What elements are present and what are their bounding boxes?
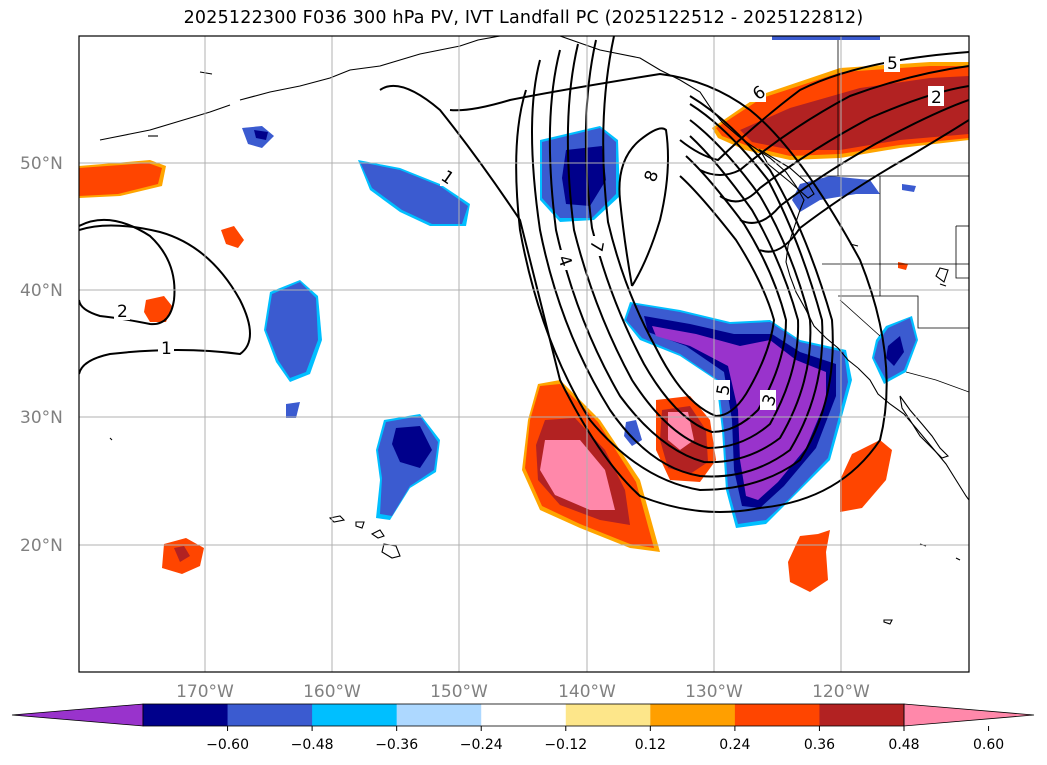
lat-label: 40°N (20, 281, 63, 301)
colorbar-bin (481, 704, 567, 726)
colorbar-tick-label: −0.24 (460, 737, 503, 753)
colorbar-bin (396, 704, 482, 726)
lon-label: 120°W (812, 682, 870, 702)
lon-label: 160°W (303, 682, 361, 702)
lon-label: 140°W (558, 682, 616, 702)
colorbar-tick-label: 0.60 (973, 737, 1004, 753)
lat-label: 20°N (20, 536, 63, 556)
contour-label: 5 (713, 383, 735, 397)
colorbar-extend-high (903, 703, 1035, 727)
colorbar: −0.60 −0.48 −0.36 −0.24 −0.12 0.12 0.24 0.36 0.4… (11, 703, 1035, 753)
lon-label: 170°W (176, 682, 234, 702)
colorbar-extend-low (11, 703, 144, 727)
colorbar-bin (565, 704, 651, 726)
borders (800, 40, 969, 393)
colorbar-tick-label: −0.60 (206, 737, 249, 753)
colorbar-bin (819, 704, 905, 726)
colorbar-outline (142, 703, 905, 727)
colorbar-bin (227, 704, 313, 726)
contour-label: 2 (117, 302, 128, 322)
colorbar-bin (734, 704, 820, 726)
colorbar-tick-label: 0.36 (804, 737, 835, 753)
contour-label: 7 (585, 239, 607, 253)
lon-label: 130°W (685, 682, 743, 702)
contour-label: 5 (887, 54, 898, 74)
map-title: 2025122300 F036 300 hPa PV, IVT Landfall… (183, 8, 864, 28)
colorbar-tick-label: 0.12 (635, 737, 666, 753)
longitude-labels: 170°W 160°W 150°W 140°W 130°W 120°W (176, 682, 870, 702)
colorbar-tick-label: 0.24 (719, 737, 750, 753)
colorbar-tick-label: −0.36 (375, 737, 418, 753)
graticule (79, 36, 969, 672)
lon-label: 150°W (430, 682, 488, 702)
contour-label: 2 (931, 88, 942, 108)
lat-label: 50°N (20, 154, 63, 174)
colorbar-tick-label: 0.48 (888, 737, 919, 753)
colorbar-bin (312, 704, 398, 726)
coastlines (99, 36, 969, 625)
map-frame (78, 35, 970, 673)
contour-labels: 1 1 2 2 3 4 5 5 6 7 8 (114, 52, 944, 410)
contour-label: 1 (161, 339, 172, 359)
colorbar-bin (143, 704, 229, 726)
latitude-labels: 50°N 40°N 30°N 20°N (20, 154, 63, 556)
colorbar-tick-label: −0.48 (291, 737, 334, 753)
lat-label: 30°N (20, 408, 63, 428)
colorbar-bin (650, 704, 736, 726)
colorbar-tick-label: −0.12 (544, 737, 587, 753)
contours (79, 36, 969, 513)
